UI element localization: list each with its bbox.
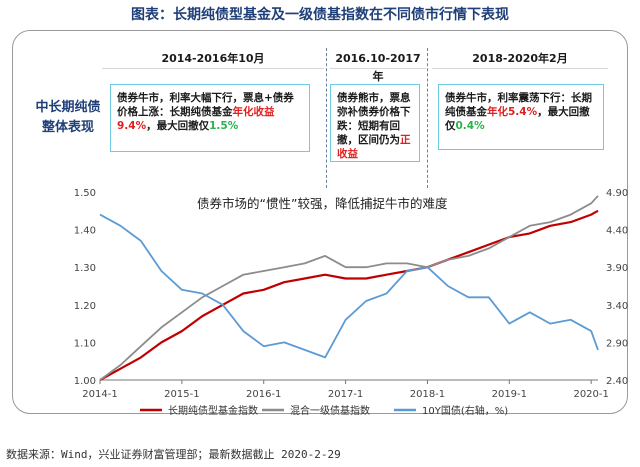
callout1-mid: ，最大回撤仅 — [146, 120, 210, 132]
period-1: 2014-2016年10月 — [102, 50, 324, 69]
row-label: 中长期纯债 整体表现 — [28, 98, 108, 138]
chart-axes: 1.50 1.40 1.30 1.20 1.10 1.00 4.90 4.40 3.90 3.40… — [74, 188, 629, 400]
row-label-line1: 中长期纯债 — [35, 100, 101, 115]
callout2-text: 债券熊市，票息弥补债券价格下跌：短期有回撤，区间仍为 — [337, 92, 411, 146]
inertia-annotation: 债券市场的“惯性”较强，降低捕捉牛市的难度 — [197, 196, 448, 211]
legend-label-1: 长期纯债型基金指数 — [168, 404, 258, 417]
callout1-highlight: 年化收益 — [232, 106, 275, 118]
x-tick-label: 2018-1 — [410, 389, 445, 400]
x-tick-label: 2015-1 — [164, 389, 199, 400]
row-label-line2: 整体表现 — [41, 120, 94, 135]
period-2: 2016.10-2017年 — [330, 50, 426, 83]
period-headers: 2014-2016年10月 2016.10-2017年 2018-2020年2月 — [20, 50, 614, 83]
period-3: 2018-2020年2月 — [432, 50, 608, 69]
y-left-tick-label: 1.50 — [74, 188, 96, 199]
y-right-tick-label: 2.40 — [606, 376, 628, 387]
y-left-tick-label: 1.30 — [74, 263, 96, 274]
chart-legend: 长期纯债型基金指数 混合一级债基指数 10Y国债(右轴，%) — [140, 404, 508, 417]
series-line-3 — [99, 213, 599, 359]
callout3-text: 债券牛市，利率震荡下行：长期纯债基金 — [445, 92, 592, 118]
y-right-tick-label: 3.90 — [606, 263, 628, 274]
x-tick-label: 2017-1 — [328, 389, 363, 400]
y-left-tick-label: 1.00 — [74, 376, 96, 387]
period-divider-1 — [326, 48, 327, 188]
callout2-highlight: 正收益 — [337, 134, 411, 160]
series-line-2 — [99, 195, 599, 381]
callout-bull-2018: 债券牛市，利率震荡下行：长期纯债基金年化5.4%，最大回撤仅0.4% — [438, 84, 604, 150]
callout-bear-2016: 债券熊市，票息弥补债券价格下跌：短期有回撤，区间仍为正收益 — [330, 84, 420, 162]
y-right-tick-label: 4.40 — [606, 226, 628, 237]
callout1-drawdown: 1.5% — [209, 120, 239, 132]
y-right-tick-label: 4.90 — [606, 188, 628, 199]
page-title: 图表：长期纯债型基金及一级债基指数在不同债市行情下表现 — [131, 7, 509, 23]
y-right-tick-label: 3.40 — [606, 301, 628, 312]
callout3-drawdown: 0.4% — [455, 120, 485, 132]
legend-label-3: 10Y国债(右轴，%) — [422, 404, 508, 417]
callout3-mid: ，最大回撤仅 — [445, 106, 590, 132]
series-line-1 — [99, 209, 599, 381]
y-right-tick-label: 2.90 — [606, 338, 628, 349]
callout3-return: 年化5.4% — [487, 106, 538, 118]
y-left-tick-label: 1.10 — [74, 338, 96, 349]
callout-bull-2014: 债券牛市，利率大幅下行，票息+债券价格上涨：长期纯债基金年化收益 9.4%，最大… — [110, 84, 310, 152]
chart-lines — [99, 195, 599, 381]
period-divider-2 — [427, 48, 428, 188]
x-tick-label: 2014-1 — [82, 389, 117, 400]
x-tick-label: 2019-1 — [492, 389, 527, 400]
legend-label-2: 混合一级债基指数 — [290, 404, 370, 417]
x-tick-label: 2016-1 — [246, 389, 281, 400]
y-left-tick-label: 1.40 — [74, 226, 96, 237]
data-source: 数据来源：Wind，兴业证券财富管理部；最新数据截止 2020-2-29 — [6, 448, 341, 461]
x-tick-label: 2020-1 — [573, 389, 608, 400]
y-left-tick-label: 1.20 — [74, 301, 96, 312]
callout1-text: 债券牛市，利率大幅下行，票息+债券价格上涨：长期纯债基金 — [117, 92, 294, 118]
callout1-return: 9.4% — [117, 120, 147, 132]
